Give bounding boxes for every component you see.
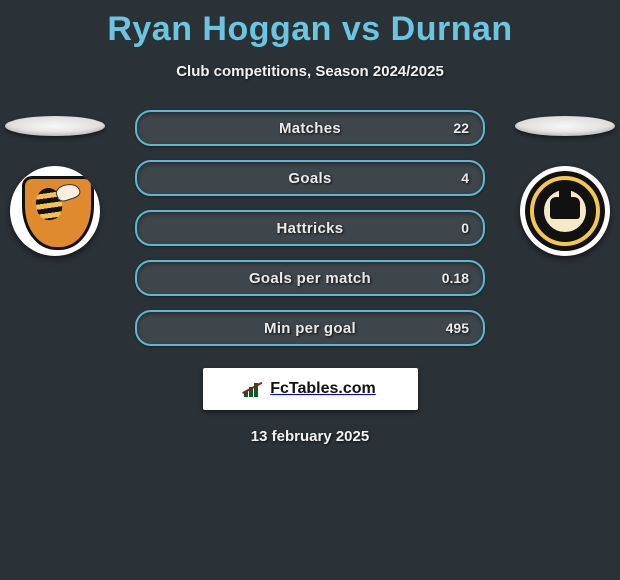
stat-row: Goals 4 — [135, 160, 485, 196]
stat-right-value: 4 — [447, 162, 483, 194]
left-value-chip — [5, 116, 105, 136]
comparison-card: Ryan Hoggan vs Durnan Club competitions,… — [0, 10, 620, 580]
stat-left-value — [137, 162, 165, 194]
right-value-chip — [515, 116, 615, 136]
page-title: Ryan Hoggan vs Durnan — [0, 10, 620, 49]
brand-label: FcTables.com — [270, 380, 376, 398]
date-label: 13 february 2025 — [0, 428, 620, 445]
stat-label: Matches — [279, 120, 341, 137]
comparison-section: Matches 22 Goals 4 Hattricks 0 Goals per… — [0, 110, 620, 340]
bar-chart-icon — [244, 381, 264, 397]
stat-left-value — [137, 112, 165, 144]
stat-rows: Matches 22 Goals 4 Hattricks 0 Goals per… — [135, 110, 485, 346]
stat-left-value — [137, 212, 165, 244]
stat-label: Hattricks — [277, 220, 344, 237]
right-team-crest-icon — [520, 166, 610, 256]
right-team-column — [510, 110, 620, 256]
left-team-column — [0, 110, 110, 256]
stat-left-value — [137, 262, 165, 294]
stat-label: Min per goal — [264, 320, 356, 337]
stat-label: Goals per match — [249, 270, 371, 287]
stat-right-value: 0 — [447, 212, 483, 244]
stat-left-value — [137, 312, 165, 344]
stat-label: Goals — [288, 170, 331, 187]
stat-right-value: 22 — [439, 112, 483, 144]
stat-right-value: 0.18 — [428, 262, 483, 294]
stat-row: Goals per match 0.18 — [135, 260, 485, 296]
stat-row: Hattricks 0 — [135, 210, 485, 246]
left-team-crest-icon — [10, 166, 100, 256]
stat-row: Matches 22 — [135, 110, 485, 146]
stat-row: Min per goal 495 — [135, 310, 485, 346]
brand-link[interactable]: FcTables.com — [203, 368, 418, 410]
page-subtitle: Club competitions, Season 2024/2025 — [0, 63, 620, 80]
stat-right-value: 495 — [432, 312, 483, 344]
